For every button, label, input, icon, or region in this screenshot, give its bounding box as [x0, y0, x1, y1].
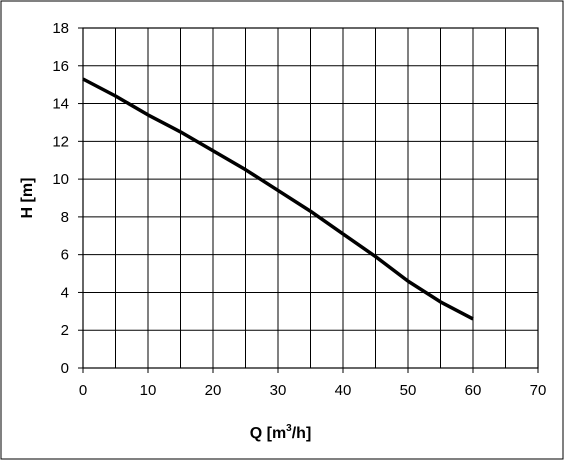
y-tick-label: 18: [52, 20, 69, 37]
x-axis-title-main: Q [m: [250, 425, 286, 442]
y-axis-title: H [m]: [19, 178, 36, 219]
x-axis-title-tail: /h]: [292, 425, 312, 442]
y-tick-label: 0: [61, 360, 69, 377]
series: [82, 77, 474, 321]
plot-area-border: [82, 27, 539, 369]
y-tick-label: 16: [52, 58, 69, 75]
x-tick-label: 50: [400, 382, 417, 399]
x-axis-title: Q [m3/h]: [250, 423, 312, 442]
y-tick-label: 8: [61, 209, 69, 226]
x-tick-label: 20: [205, 382, 222, 399]
x-tick-label: 60: [465, 382, 482, 399]
x-tick-label: 10: [140, 382, 157, 399]
x-tick-label: 40: [335, 382, 352, 399]
y-tick-label: 2: [61, 322, 69, 339]
y-tick-label: 10: [52, 171, 69, 188]
x-tick-label: 30: [270, 382, 287, 399]
x-tick-label: 0: [79, 382, 87, 399]
x-tick-label: 70: [530, 382, 547, 399]
series-line: [82, 77, 474, 321]
y-tick-label: 4: [61, 284, 69, 301]
y-tick-label: 12: [52, 133, 69, 150]
y-tick-label: 6: [61, 247, 69, 264]
x-axis-title-sup: 3: [286, 423, 292, 434]
ticks: 0 10 20 30 40 50 60 70 0 2 4 6 8 10 12 14 16 18: [52, 20, 546, 399]
y-tick-label: 14: [52, 96, 69, 113]
grid: [83, 28, 538, 368]
